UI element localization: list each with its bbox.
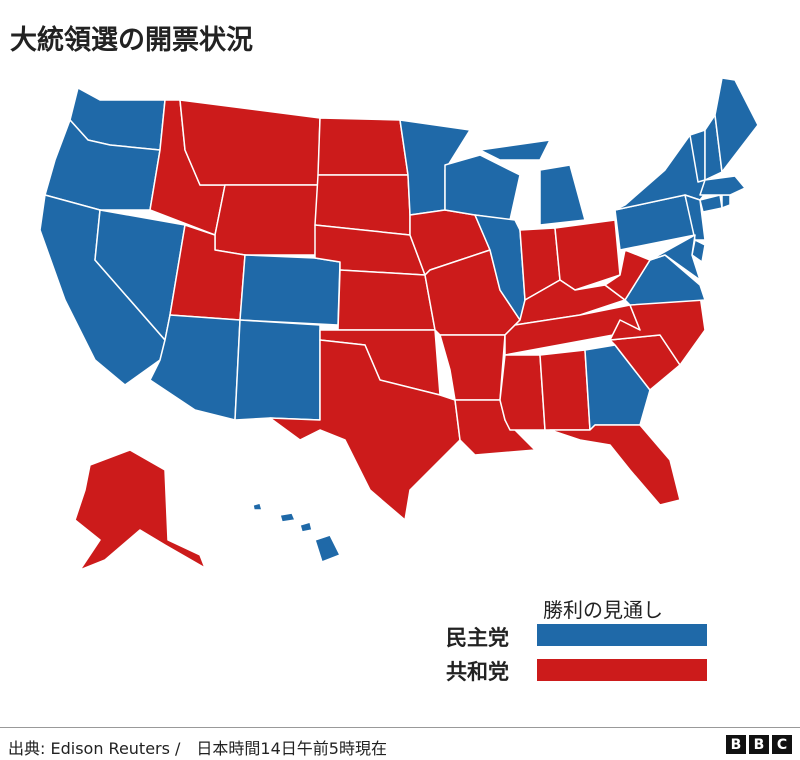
state-shape-ar (439, 334, 506, 401)
state-shape-mi (539, 164, 586, 226)
state-ak (74, 449, 206, 571)
state-shape-tx (269, 339, 461, 521)
state-shape-nd (317, 117, 409, 176)
state-nj (684, 194, 706, 241)
state-mt (179, 99, 321, 186)
state-nc (609, 294, 706, 366)
state-oh (554, 219, 621, 291)
state-tx (269, 339, 461, 521)
state-al (539, 349, 591, 431)
state-shape-hi (314, 534, 341, 563)
state-shape-wi (444, 154, 521, 221)
state-md (649, 234, 701, 281)
state-me (714, 77, 759, 173)
state-co (239, 254, 341, 326)
state-shape-wv (604, 249, 651, 301)
state-shape-me (714, 77, 759, 173)
source-text: 出典: Edison Reuters / 日本時間14日午前5時現在 (8, 739, 387, 758)
footer-divider (0, 727, 800, 728)
state-ri (721, 194, 731, 209)
state-ks (337, 269, 436, 331)
state-wv (604, 249, 651, 301)
legend-swatch-republican (537, 659, 707, 681)
state-shape-ct (699, 194, 723, 213)
state-shape-ak (74, 449, 206, 571)
state-shape-al (539, 349, 591, 431)
state-shape-mi (479, 139, 551, 161)
state-shape-md (649, 234, 701, 281)
us-map (39, 77, 759, 571)
state-nm (234, 319, 321, 421)
state-fl (549, 424, 681, 506)
state-shape-nm (234, 319, 321, 421)
state-wy (214, 184, 319, 256)
state-shape-ri (721, 194, 731, 209)
state-wi (444, 154, 521, 221)
state-shape-ma (699, 175, 746, 196)
state-shape-ks (337, 269, 436, 331)
state-shape-nc (609, 294, 706, 366)
state-shape-hi (299, 521, 313, 533)
page-title: 大統領選の開票状況 (10, 25, 253, 56)
state-ar (439, 334, 506, 401)
state-shape-hi (252, 502, 263, 511)
state-shape-oh (554, 219, 621, 291)
bbc-logo: B B C (726, 735, 792, 754)
bbc-logo-letter: C (772, 735, 792, 754)
state-shape-ms (499, 354, 546, 431)
state-shape-co (239, 254, 341, 326)
state-ct (699, 194, 723, 213)
state-shape-fl (549, 424, 681, 506)
legend-title: 勝利の見通し (543, 598, 663, 622)
state-ms (499, 354, 546, 431)
state-ma (699, 175, 746, 196)
state-mi (479, 139, 586, 226)
state-shape-hi (279, 512, 296, 523)
legend-label-republican: 共和党 (446, 660, 509, 684)
legend-swatch-democrat (537, 624, 707, 646)
bbc-logo-letter: B (749, 735, 769, 754)
state-hi (252, 502, 341, 563)
state-shape-wy (214, 184, 319, 256)
state-nd (317, 117, 409, 176)
state-shape-nj (684, 194, 706, 241)
bbc-logo-letter: B (726, 735, 746, 754)
state-shape-mt (179, 99, 321, 186)
legend-label-democrat: 民主党 (446, 626, 509, 650)
